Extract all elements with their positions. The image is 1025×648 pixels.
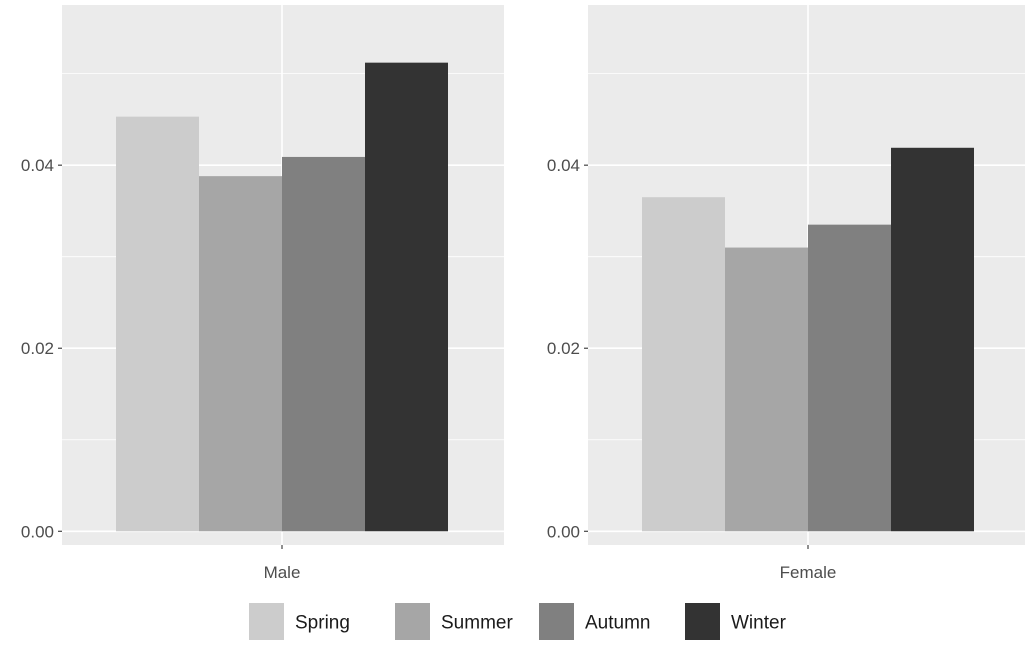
legend-key-spring (249, 603, 284, 640)
y-tick-label: 0.00 (21, 522, 54, 541)
bar-spring-male (116, 116, 199, 532)
y-tick-label: 0.04 (21, 156, 54, 175)
facet-panel-male: 0.00 0.02 0.04 Male (21, 5, 504, 582)
legend-label-autumn: Autumn (585, 613, 650, 634)
y-tick-label: 0.00 (547, 522, 580, 541)
y-tick-label: 0.02 (547, 339, 580, 358)
legend-label-winter: Winter (731, 613, 787, 634)
y-tick-label: 0.04 (547, 156, 580, 175)
bar-summer-female (725, 247, 808, 532)
bar-winter-male (365, 62, 448, 532)
bar-autumn-male (282, 156, 365, 532)
bar-autumn-female (808, 224, 891, 532)
legend-label-summer: Summer (441, 613, 513, 634)
x-tick-label: Female (780, 563, 837, 582)
facet-panel-female: 0.00 0.02 0.04 Female (547, 5, 1025, 582)
bar-summer-male (199, 176, 282, 532)
bar-winter-female (891, 147, 974, 532)
legend-key-autumn (539, 603, 574, 640)
legend: Spring Summer Autumn Winter (249, 603, 787, 640)
x-tick-label: Male (264, 563, 301, 582)
legend-key-winter (685, 603, 720, 640)
legend-label-spring: Spring (295, 613, 350, 634)
y-tick-label: 0.02 (21, 339, 54, 358)
legend-key-summer (395, 603, 430, 640)
bar-spring-female (642, 197, 725, 532)
